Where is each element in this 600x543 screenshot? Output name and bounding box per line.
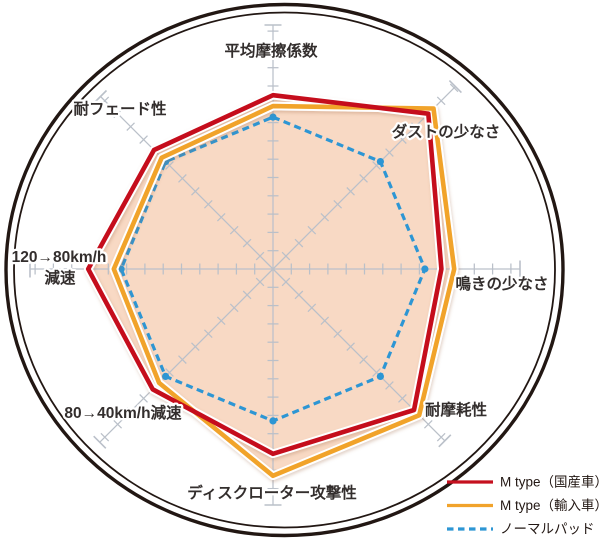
axis-tick [281,277,291,287]
series-normal-pad [117,113,429,425]
normal-pad-vertex-dot [269,113,277,121]
legend-label: ノーマルパッド [500,522,595,537]
axis-label-decel-80-40: 80→40km/h減速 [64,403,182,422]
axis-tick [139,394,148,403]
axis-line-fade-resistance [100,96,274,270]
axis-end-tick [448,80,462,94]
series-m-type-domestic [85,92,444,457]
axis-tick [255,251,265,261]
axis-tick [229,225,239,235]
legend-label: M type（輸入車） [500,498,600,513]
axis-tick [203,199,213,209]
axis-tick [113,109,123,119]
axis-tick [294,290,304,300]
axis-tick [423,419,433,429]
axis-tick [333,329,343,339]
axis-tick [165,161,174,170]
axis-tick [281,251,291,261]
axis-tick [126,407,135,416]
legend: M type（国産車） M type（輸入車） ノーマルパッド [447,475,600,537]
axis-tick [320,316,330,326]
axis-tick [307,303,317,313]
inner-ring [13,11,556,529]
normal-pad-vertex-dot [376,372,384,380]
axis-tick [346,187,355,196]
axis-end-tick [93,435,107,449]
axis-label-decel-120-80-line2: 減速 [44,268,76,287]
axis-tick [100,96,110,106]
axis-tick [385,148,394,157]
axis-tick [203,329,213,339]
axis-tick [191,342,200,351]
normal-pad-vertex-dot [421,265,429,273]
axis-end-tick [438,434,452,448]
axis-tick [126,122,135,131]
axis-tick [307,225,317,235]
series-m-type [83,90,459,481]
axis-tick [242,238,252,248]
series-m-type-import [111,103,457,479]
axis-tick [385,381,394,390]
axis-tick [436,96,446,106]
axis-tick [229,303,239,313]
axis-tick [242,290,252,300]
axis-label-fade-resistance: 耐フェード性 [73,99,167,118]
axis-tick [191,187,200,196]
axis-end-tick [93,89,108,104]
axis-label-wear-resistance: 耐摩耗性 [425,400,488,419]
axis-tick [436,432,446,442]
axis-label-decel-120-80: 120→80km/h [12,249,107,266]
axis-tick [216,212,226,222]
legend-label: M type（国産車） [500,475,600,490]
axis-tick [113,419,123,429]
normal-pad-vertex-dot [162,372,170,380]
axis-label-low-dust: ダストの少なさ [392,122,501,141]
axis-line-decel-80-40 [99,268,274,443]
axis-tick [333,199,343,209]
axis-tick [372,368,381,377]
axis-tick [320,212,330,222]
axis-tick [216,316,226,326]
normal-pad-vertex-dot [117,265,125,273]
normal-pad-vertex-dot [376,158,384,166]
axis-tick [359,174,368,183]
axis-tick [165,368,174,377]
axis-label-avg-friction: 平均摩擦係数 [224,41,318,60]
axis-tick [372,161,381,170]
axis-tick [255,277,265,287]
axis-tick [178,174,187,183]
axis-tick [139,135,148,144]
axis-tick [346,342,355,351]
axis-tick [100,432,110,442]
axis-label-rotor-attack: ディスクローター攻撃性 [187,483,357,502]
axis-label-low-noise: 鳴きの少なさ [455,274,548,293]
axis-tick [359,355,368,364]
axis-tick [398,394,407,403]
normal-pad-vertex-dot [269,417,277,425]
axis-tick [294,238,304,248]
radar-fill-area [88,95,455,476]
outer-ring [4,2,565,538]
axis-tick [178,355,187,364]
axis-tick [411,122,420,131]
axis-tick [398,135,407,144]
axis-tick [449,83,459,93]
